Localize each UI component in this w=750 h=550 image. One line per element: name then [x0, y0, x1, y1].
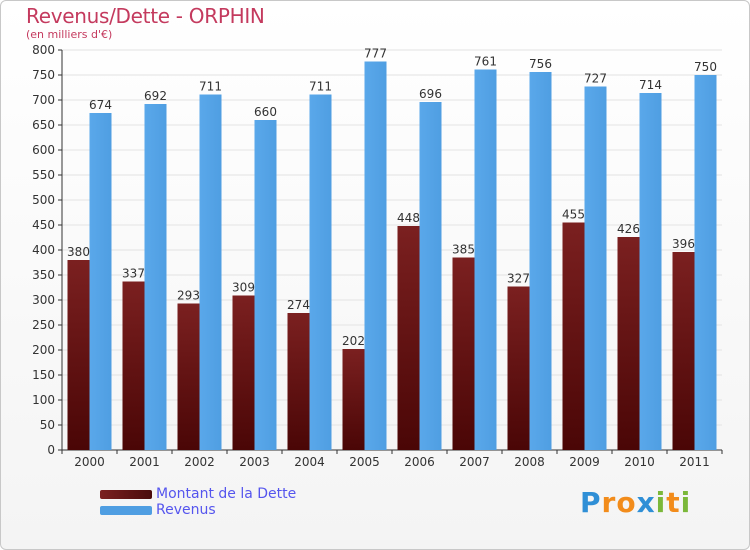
bar-revenus [254, 120, 277, 450]
y-tick-label: 150 [32, 368, 55, 382]
bar-revenus [144, 104, 167, 450]
bar-dette [672, 252, 695, 450]
y-tick-label: 0 [47, 443, 55, 457]
x-tick-label: 2010 [624, 455, 655, 469]
x-tick-label: 2004 [294, 455, 325, 469]
y-tick-label: 650 [32, 118, 55, 132]
data-label-dette: 426 [617, 222, 640, 236]
data-label-revenus: 756 [529, 57, 552, 71]
bar-dette [617, 237, 640, 450]
logo-letter: i [680, 486, 692, 519]
x-tick-label: 2003 [239, 455, 270, 469]
data-label-dette: 380 [67, 245, 90, 259]
data-label-dette: 385 [452, 243, 475, 257]
data-label-revenus: 750 [694, 60, 717, 74]
chart-subtitle: (en milliers d'€) [26, 28, 113, 41]
y-tick-label: 200 [32, 343, 55, 357]
legend-label-revenus: Revenus [156, 502, 216, 518]
x-tick-label: 2009 [569, 455, 600, 469]
data-label-revenus: 696 [419, 87, 442, 101]
data-label-dette: 327 [507, 272, 530, 286]
data-label-revenus: 692 [144, 89, 167, 103]
bar-revenus [584, 86, 607, 450]
bar-revenus [639, 93, 662, 450]
bar-dette [507, 286, 530, 450]
bar-revenus [199, 94, 222, 450]
bar-dette [342, 349, 365, 450]
bar-revenus [89, 113, 112, 450]
y-tick-label: 50 [40, 418, 55, 432]
proxiti-logo: Proxiti [580, 486, 691, 519]
bar-revenus [474, 69, 497, 450]
bar-revenus [419, 102, 442, 450]
x-tick-label: 2005 [349, 455, 380, 469]
bar-dette [287, 313, 310, 450]
logo-letter: r [601, 486, 617, 519]
y-tick-label: 350 [32, 268, 55, 282]
data-label-dette: 274 [287, 298, 310, 312]
data-label-revenus: 727 [584, 72, 607, 86]
data-label-revenus: 674 [89, 98, 112, 112]
data-label-dette: 337 [122, 267, 145, 281]
data-label-dette: 309 [232, 281, 255, 295]
x-tick-label: 2008 [514, 455, 545, 469]
logo-letter: i [655, 486, 667, 519]
bar-revenus [694, 75, 717, 450]
logo-letter: t [666, 486, 681, 519]
bar-revenus [529, 72, 552, 450]
bar-revenus [309, 94, 332, 450]
y-tick-label: 600 [32, 143, 55, 157]
x-tick-label: 2000 [74, 455, 105, 469]
data-label-dette: 293 [177, 289, 200, 303]
y-tick-label: 400 [32, 243, 55, 257]
logo-letter: o [616, 486, 637, 519]
x-tick-label: 2011 [679, 455, 710, 469]
data-label-revenus: 711 [309, 80, 332, 94]
data-label-revenus: 761 [474, 55, 497, 69]
legend-swatch-revenus [100, 506, 152, 515]
x-tick-label: 2006 [404, 455, 435, 469]
bar-dette [122, 281, 145, 450]
y-tick-label: 250 [32, 318, 55, 332]
bar-dette [452, 257, 475, 450]
data-label-dette: 448 [397, 211, 420, 225]
bar-revenus [364, 61, 387, 450]
data-label-revenus: 711 [199, 80, 222, 94]
data-label-dette: 202 [342, 334, 365, 348]
data-label-revenus: 714 [639, 78, 662, 92]
bar-dette [67, 260, 90, 450]
bar-dette [562, 222, 585, 450]
x-tick-label: 2002 [184, 455, 215, 469]
data-label-revenus: 660 [254, 105, 277, 119]
x-tick-label: 2001 [129, 455, 160, 469]
x-tick-label: 2007 [459, 455, 490, 469]
data-label-dette: 396 [672, 237, 695, 251]
bar-dette [397, 226, 420, 450]
y-tick-label: 700 [32, 93, 55, 107]
data-label-dette: 455 [562, 208, 585, 222]
data-label-revenus: 777 [364, 47, 387, 61]
y-tick-label: 550 [32, 168, 55, 182]
y-tick-label: 100 [32, 393, 55, 407]
bar-dette [232, 295, 255, 450]
y-tick-label: 800 [32, 43, 55, 57]
legend-swatch-dette [100, 490, 152, 499]
bar-dette [177, 303, 200, 450]
y-tick-label: 500 [32, 193, 55, 207]
chart-title: Revenus/Dette - ORPHIN [26, 4, 265, 28]
y-tick-label: 300 [32, 293, 55, 307]
legend-label-dette: Montant de la Dette [156, 486, 297, 502]
y-tick-label: 750 [32, 68, 55, 82]
logo-letter: x [636, 486, 656, 519]
y-tick-label: 450 [32, 218, 55, 232]
logo-letter: P [580, 486, 602, 519]
